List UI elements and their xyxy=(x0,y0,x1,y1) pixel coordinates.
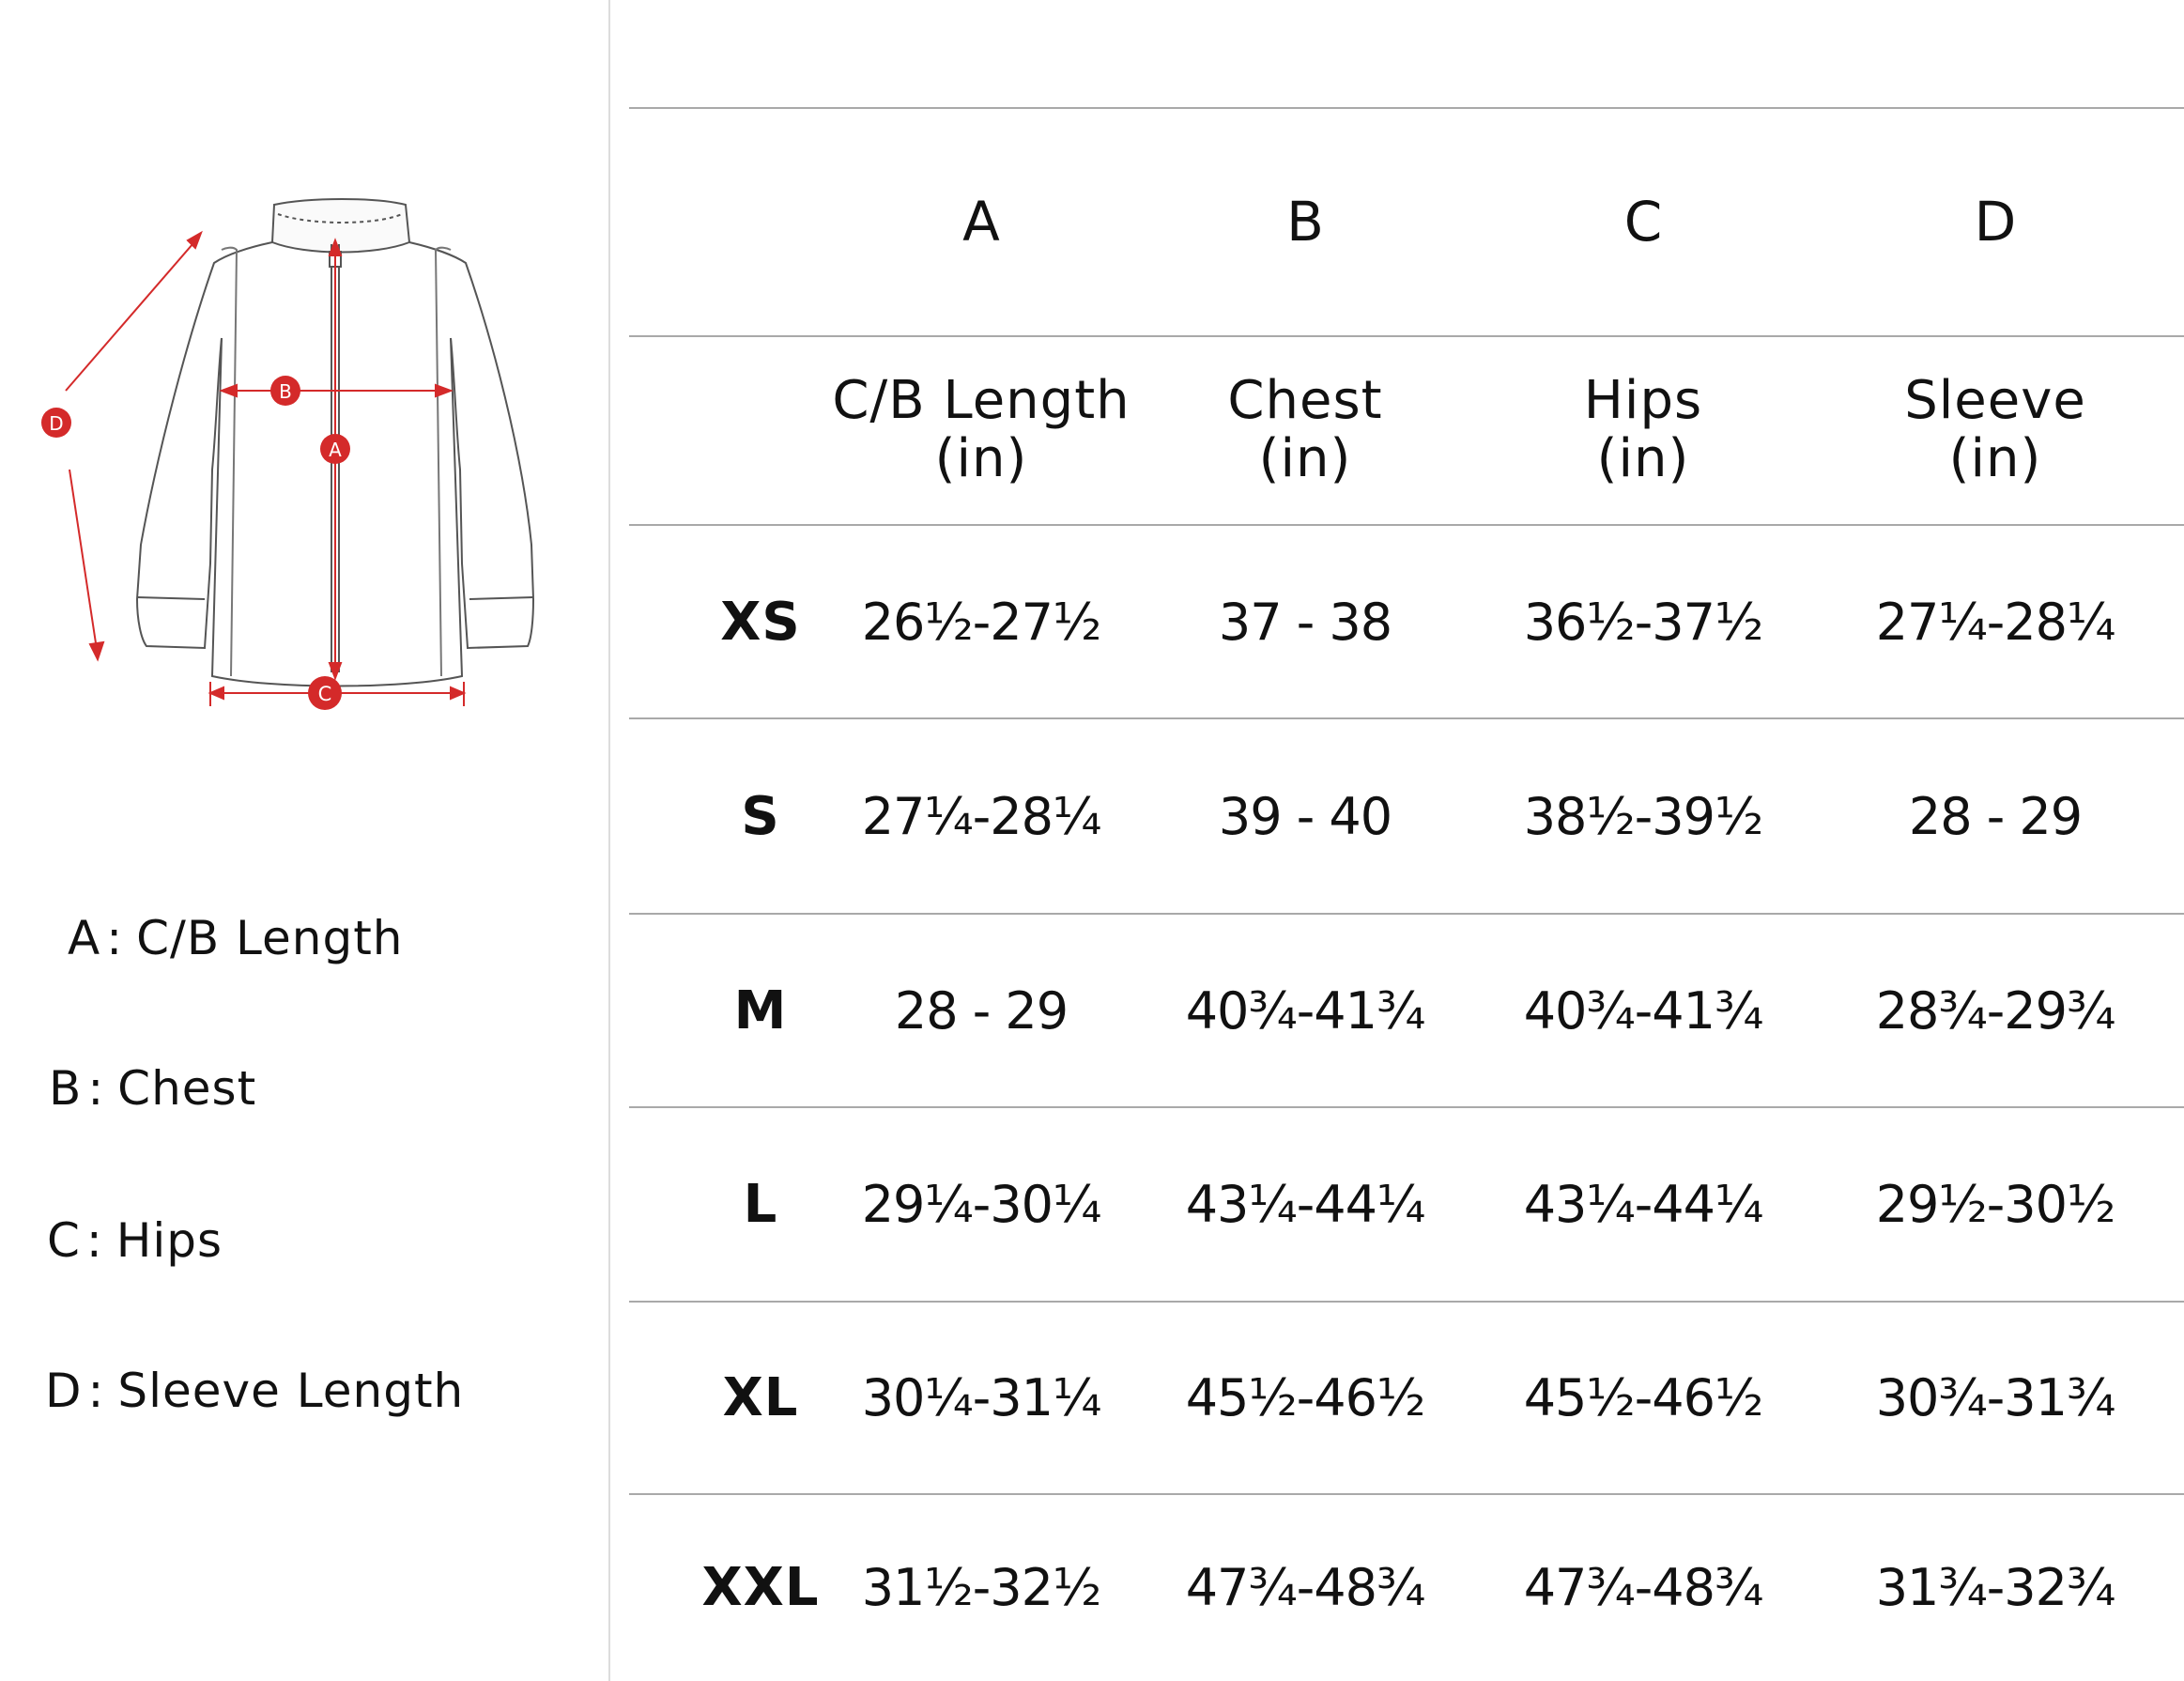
table-cell: 47¾-48¾ xyxy=(1523,1557,1764,1617)
marker-c: C xyxy=(308,676,342,710)
legend-label: Hips xyxy=(115,1213,223,1268)
size-chart-table: A B C D C/B Length (in) Chest (in) Hips … xyxy=(629,0,2184,1681)
legend-separator: : xyxy=(87,1364,105,1418)
left-panel: B A C D A: C/B Length B: Chest C: Hips xyxy=(0,0,608,1681)
legend-item-a: A: C/B Length xyxy=(68,911,404,965)
table-cell: 40¾-41¾ xyxy=(1523,980,1764,1041)
marker-a: A xyxy=(320,434,350,464)
column-header-hips: Hips (in) xyxy=(1493,338,1793,522)
size-label-s: S xyxy=(741,785,780,847)
table-cell: 30¾-31¾ xyxy=(1875,1368,2116,1427)
legend-label: Chest xyxy=(117,1061,257,1116)
column-header-unit: (in) xyxy=(1948,428,2042,489)
column-letter-d: D xyxy=(1974,190,2017,254)
measurement-lines xyxy=(65,230,467,706)
table-rule xyxy=(629,913,2184,915)
legend-separator: : xyxy=(87,1061,105,1116)
garment-diagram: B A C D xyxy=(0,150,608,751)
table-cell: 30¼-31¼ xyxy=(861,1368,1102,1427)
legend-key: C xyxy=(47,1213,81,1268)
table-cell: 36½-37½ xyxy=(1523,592,1764,652)
size-label-xxl: XXL xyxy=(701,1556,820,1618)
legend-key: A xyxy=(68,911,101,965)
table-cell: 31¾-32¾ xyxy=(1875,1557,2116,1617)
legend-separator: : xyxy=(106,911,124,965)
marker-a-label: A xyxy=(329,439,342,461)
size-label-m: M xyxy=(733,979,788,1041)
size-label-xl: XL xyxy=(722,1367,799,1428)
table-cell: 27¼-28¼ xyxy=(861,786,1102,846)
table-rule xyxy=(629,717,2184,719)
legend-label: Sleeve Length xyxy=(117,1364,465,1418)
column-header-chest: Chest (in) xyxy=(1155,338,1455,522)
table-cell: 26½-27½ xyxy=(861,592,1102,652)
legend-key: B xyxy=(49,1061,83,1116)
table-cell: 31½-32½ xyxy=(861,1557,1102,1617)
column-header-name: Sleeve xyxy=(1904,370,2086,431)
column-header-name: C/B Length xyxy=(832,370,1130,431)
table-rule xyxy=(629,335,2184,337)
table-rule xyxy=(629,1493,2184,1495)
marker-b-label: B xyxy=(279,380,292,403)
marker-b: B xyxy=(270,376,300,406)
size-label-xs: XS xyxy=(720,591,801,653)
vertical-divider xyxy=(608,0,610,1681)
column-header-unit: (in) xyxy=(934,428,1028,489)
legend-key: D xyxy=(45,1364,83,1418)
table-cell: 39 - 40 xyxy=(1218,786,1392,846)
legend-label: C/B Length xyxy=(136,911,404,965)
table-cell: 27¼-28¼ xyxy=(1875,592,2116,652)
table-cell: 43¼-44¼ xyxy=(1523,1175,1764,1234)
column-header-sleeve: Sleeve (in) xyxy=(1836,338,2155,522)
legend-item-b: B: Chest xyxy=(49,1061,256,1116)
table-rule xyxy=(629,1301,2184,1303)
marker-d: D xyxy=(41,408,71,438)
table-rule xyxy=(629,1106,2184,1108)
table-cell: 28 - 29 xyxy=(1908,786,2083,846)
table-cell: 28¾-29¾ xyxy=(1875,980,2116,1041)
marker-c-label: C xyxy=(318,683,332,705)
table-cell: 40¾-41¾ xyxy=(1185,980,1426,1041)
table-cell: 37 - 38 xyxy=(1218,592,1392,652)
column-header-unit: (in) xyxy=(1258,428,1352,489)
legend-item-d: D: Sleeve Length xyxy=(45,1364,464,1418)
column-header-unit: (in) xyxy=(1596,428,1690,489)
table-cell: 28 - 29 xyxy=(894,980,1069,1041)
column-header-name: Hips xyxy=(1583,370,1703,431)
column-header-name: Chest xyxy=(1227,370,1383,431)
table-cell: 45½-46½ xyxy=(1523,1368,1764,1427)
column-letter-b: B xyxy=(1286,190,1324,254)
size-label-l: L xyxy=(743,1174,778,1235)
table-rule xyxy=(629,524,2184,526)
marker-d-label: D xyxy=(49,412,63,435)
table-cell: 43¼-44¼ xyxy=(1185,1175,1426,1234)
legend-separator: : xyxy=(85,1213,103,1268)
legend-item-c: C: Hips xyxy=(47,1213,223,1268)
table-rule xyxy=(629,107,2184,109)
column-header-cb-length: C/B Length (in) xyxy=(826,338,1136,522)
table-cell: 38½-39½ xyxy=(1523,786,1764,846)
column-letter-a: A xyxy=(962,190,1000,254)
table-cell: 47¾-48¾ xyxy=(1185,1557,1426,1617)
table-cell: 29½-30½ xyxy=(1875,1175,2116,1234)
column-letter-c: C xyxy=(1623,190,1663,254)
table-cell: 45½-46½ xyxy=(1185,1368,1426,1427)
jacket-measurement-illustration: B A C D xyxy=(41,198,535,710)
table-cell: 29¼-30¼ xyxy=(861,1175,1102,1234)
